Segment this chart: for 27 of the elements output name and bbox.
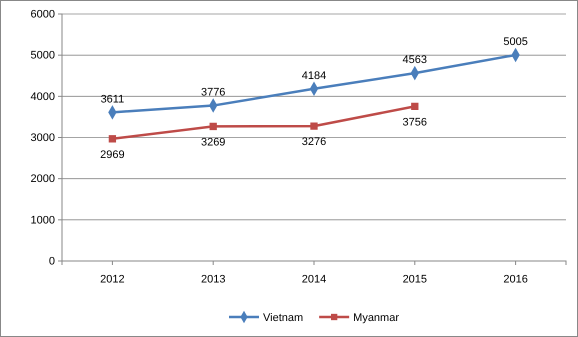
x-tick-label: 2013 (200, 273, 226, 286)
x-tick-label: 2014 (302, 273, 326, 286)
data-label: 5005 (503, 36, 528, 48)
point (108, 135, 116, 142)
point (310, 122, 318, 130)
data-label: 3776 (200, 86, 226, 99)
data-label: 3611 (100, 93, 124, 106)
data-label: 3276 (302, 136, 326, 148)
y-tick-label: 0 (48, 256, 55, 268)
x-tick-label: 2016 (503, 273, 528, 286)
x-tick-label: 2012 (100, 273, 125, 286)
data-label: 4184 (302, 70, 326, 82)
y-tick-label: 3000 (30, 132, 55, 144)
y-tick-label: 2000 (30, 173, 55, 186)
legend-label: Myanmar (353, 312, 400, 324)
y-tick-label: 4000 (30, 90, 55, 103)
data-label: 4563 (402, 54, 428, 66)
legend-label: Vietnam (263, 312, 304, 324)
data-label: 3756 (402, 116, 428, 128)
x-tick-label: 2015 (402, 273, 428, 286)
y-tick-label: 5000 (30, 50, 55, 62)
point (411, 102, 418, 110)
point (210, 122, 217, 130)
data-label: 2969 (100, 148, 125, 161)
data-label: 3269 (200, 136, 226, 148)
y-tick-label: 1000 (30, 214, 55, 226)
y-tick-label: 6000 (30, 8, 55, 21)
